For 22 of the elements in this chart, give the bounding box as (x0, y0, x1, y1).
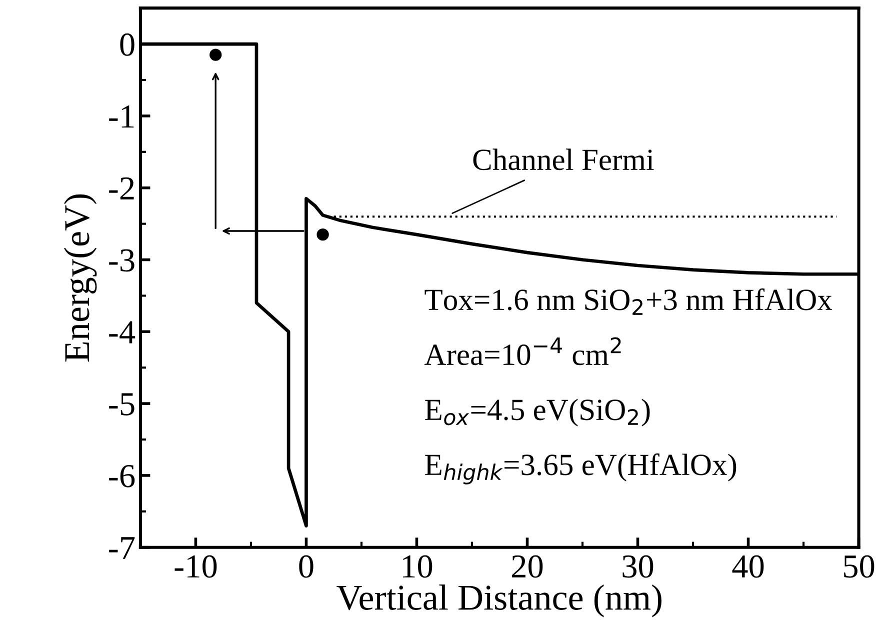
x-tick-label: 30 (622, 555, 654, 578)
y-tick-label: -3 (109, 249, 134, 272)
x-tick-label: 50 (844, 555, 874, 578)
y-tick-label: 0 (120, 33, 134, 56)
y-tick-label: -5 (109, 393, 134, 416)
annotation: Area=10$^{−4}$ cm$^{2}$ (424, 337, 621, 366)
x-axis-title: Vertical Distance (nm) (336, 584, 662, 618)
y-tick-label: -1 (109, 106, 134, 128)
y-axis-title: Energy(eV) (64, 194, 97, 362)
annotation: Channel Fermi (473, 148, 654, 170)
x-tick-label: 10 (403, 555, 432, 578)
annotation: Tox=1.6 nm SiO$_{2}$+3 nm HfAlOx (424, 288, 832, 315)
x-tick-label: 0 (299, 555, 314, 578)
y-tick-label: -6 (109, 464, 135, 488)
annotation: E$_{ox}$=4.5 eV(SiO$_{2}$) (425, 398, 650, 426)
annotation: E$_{highk}$=3.65 eV(HfAlOx) (425, 453, 736, 484)
y-tick-label: -2 (109, 177, 134, 200)
y-tick-label: -4 (109, 321, 136, 344)
y-tick-label: -7 (109, 537, 135, 559)
x-tick-label: 20 (512, 555, 543, 578)
x-tick-label: 40 (732, 555, 764, 578)
x-tick-label: -10 (174, 555, 217, 578)
